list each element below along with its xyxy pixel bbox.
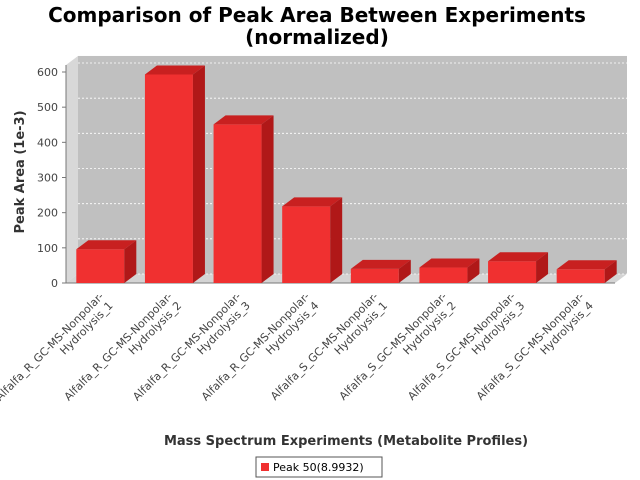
- bar-top: [350, 259, 411, 269]
- bar-side: [261, 115, 274, 283]
- chart-title-line-1: Comparison of Peak Area Between Experime…: [48, 3, 586, 27]
- y-tick-label: 300: [37, 172, 58, 185]
- bar: [76, 249, 125, 283]
- bar-top: [488, 252, 549, 262]
- bar-side: [467, 258, 480, 283]
- chart-title-line-2: (normalized): [245, 25, 389, 49]
- bar-top: [213, 115, 274, 125]
- legend-box: [255, 456, 383, 478]
- y-tick-label: 600: [37, 66, 58, 79]
- y-tick-label: 200: [37, 207, 58, 220]
- bar-side: [536, 252, 549, 283]
- y-tick-label: 0: [51, 277, 58, 290]
- plot-left-wall: [66, 55, 78, 283]
- legend-label: Peak 50(8.9932): [273, 461, 364, 474]
- bar-side: [604, 260, 617, 283]
- bar-side: [330, 197, 343, 283]
- bar: [213, 124, 262, 283]
- plot-floor: [66, 274, 627, 283]
- bar: [144, 74, 193, 283]
- bar: [556, 269, 605, 283]
- legend-swatch: [261, 463, 269, 471]
- bar-top: [76, 240, 137, 250]
- y-axis-label: Peak Area (1e-3): [13, 110, 28, 233]
- y-tick-label: 100: [37, 242, 58, 255]
- bar-side: [192, 65, 205, 283]
- bar-side: [124, 240, 137, 283]
- x-axis-label: Mass Spectrum Experiments (Metabolite Pr…: [164, 434, 528, 449]
- plot-area: 0 100 200 300 400 500 600 Alfalfa_R_GC-MS-Nonpo…: [0, 55, 627, 413]
- x-tick-label: Alfalfa_R_GC-MS-Nonpolar-Hydrolysis_1: [0, 290, 116, 413]
- bar-top: [282, 197, 343, 207]
- y-tick-label: 500: [37, 101, 58, 114]
- bar-top: [556, 260, 617, 270]
- bar: [282, 206, 331, 283]
- bar-top: [419, 258, 480, 268]
- legend: Peak 50(8.9932): [255, 456, 383, 478]
- bar-side: [398, 259, 411, 283]
- bar: [488, 261, 537, 283]
- bar: [350, 268, 399, 283]
- bar-top: [144, 65, 205, 75]
- y-tick-label: 400: [37, 136, 58, 149]
- bar: [419, 267, 468, 283]
